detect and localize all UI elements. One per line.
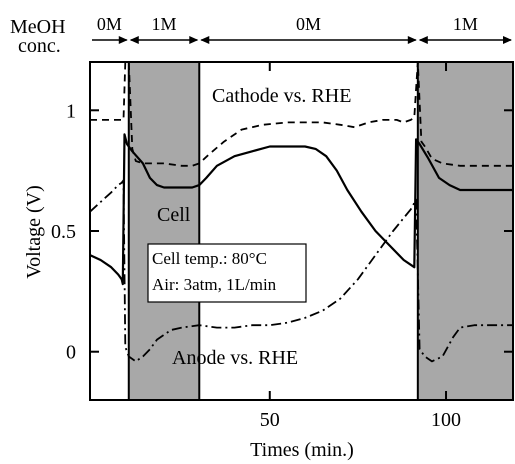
segment-label: 0M — [97, 14, 122, 34]
shaded-region-1 — [127, 61, 201, 401]
segment-arrow-head-right — [118, 36, 128, 44]
segment-arrow-head-left — [418, 36, 428, 44]
x-axis-label: Times (min.) — [250, 439, 354, 461]
meoh-label: MeOH — [10, 16, 66, 38]
shaded-regions — [127, 61, 515, 401]
conc-label: conc. — [18, 35, 61, 57]
anode-label: Anode vs. RHE — [172, 347, 298, 369]
x-tick-label: 50 — [260, 409, 280, 431]
segment-arrow-head-left — [129, 36, 139, 44]
conditions-box — [147, 243, 307, 303]
segment-label: 0M — [296, 14, 321, 34]
series-layer — [89, 61, 513, 363]
y-tick-label: 1 — [66, 100, 76, 122]
cell-label: Cell — [157, 204, 191, 226]
x-tick-label: 100 — [431, 409, 461, 431]
shaded-region-2 — [416, 61, 515, 401]
segment-arrow-head-right — [407, 36, 417, 44]
y-tick-label: 0.5 — [51, 221, 76, 243]
axis-ticks: 0 0.5 1 50 100 — [51, 62, 513, 431]
conditions-line-1: Cell temp.: 80°C — [152, 249, 267, 268]
series-line-dashdot-3 — [89, 179, 513, 363]
series-line-dashed-1 — [90, 61, 513, 167]
series-line-solid-2 — [89, 133, 513, 286]
y-axis-label: Voltage (V) — [23, 185, 45, 279]
cathode-label: Cathode vs. RHE — [212, 85, 351, 107]
segment-arrow-head-left — [200, 36, 210, 44]
segment-arrow-head-right — [503, 36, 512, 44]
segment-label: 1M — [453, 14, 478, 34]
segment-arrow-head-right — [189, 36, 199, 44]
conditions-line-2: Air: 3atm, 1L/min — [152, 275, 277, 294]
segment-label: 1M — [152, 14, 177, 34]
y-tick-label: 0 — [66, 342, 76, 364]
